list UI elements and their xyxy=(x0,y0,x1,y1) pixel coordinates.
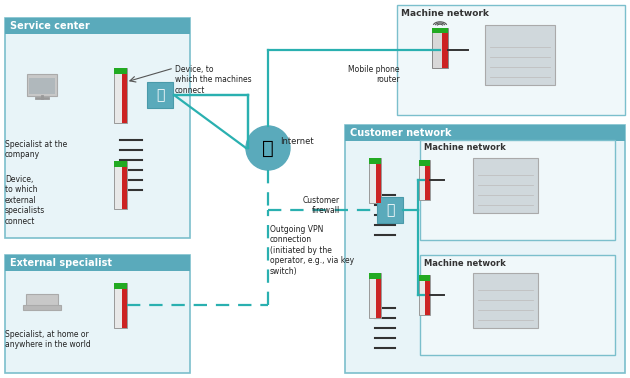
FancyBboxPatch shape xyxy=(5,18,190,238)
Text: 🔥: 🔥 xyxy=(386,203,394,217)
FancyBboxPatch shape xyxy=(113,68,127,73)
FancyBboxPatch shape xyxy=(122,282,127,327)
Text: Device, to
which the machines
connect: Device, to which the machines connect xyxy=(175,65,251,95)
FancyBboxPatch shape xyxy=(432,28,448,68)
FancyBboxPatch shape xyxy=(472,158,537,212)
Text: 🌐: 🌐 xyxy=(262,138,274,158)
FancyBboxPatch shape xyxy=(23,305,61,310)
FancyBboxPatch shape xyxy=(113,282,127,327)
Circle shape xyxy=(246,126,290,170)
Text: Device,
to which
external
specialists
connect: Device, to which external specialists co… xyxy=(5,175,45,226)
FancyBboxPatch shape xyxy=(420,140,615,240)
FancyBboxPatch shape xyxy=(369,158,381,164)
FancyBboxPatch shape xyxy=(425,160,430,200)
Text: Machine network: Machine network xyxy=(424,259,506,268)
Text: Customer network: Customer network xyxy=(350,128,452,138)
FancyBboxPatch shape xyxy=(418,160,430,200)
Text: External specialist: External specialist xyxy=(10,258,112,268)
FancyBboxPatch shape xyxy=(5,18,190,34)
FancyBboxPatch shape xyxy=(113,161,127,209)
FancyBboxPatch shape xyxy=(113,68,127,122)
FancyBboxPatch shape xyxy=(425,275,430,315)
FancyBboxPatch shape xyxy=(5,255,190,271)
Text: Mobile phone
router: Mobile phone router xyxy=(348,65,400,84)
FancyBboxPatch shape xyxy=(418,275,430,281)
FancyBboxPatch shape xyxy=(377,197,403,223)
FancyBboxPatch shape xyxy=(345,125,625,373)
FancyBboxPatch shape xyxy=(377,273,381,318)
Text: Specialist at the
company: Specialist at the company xyxy=(5,140,67,160)
FancyBboxPatch shape xyxy=(113,161,127,167)
FancyBboxPatch shape xyxy=(397,5,625,115)
Text: Machine network: Machine network xyxy=(401,8,489,17)
FancyBboxPatch shape xyxy=(472,273,537,327)
FancyBboxPatch shape xyxy=(442,28,448,68)
FancyBboxPatch shape xyxy=(418,160,430,166)
FancyBboxPatch shape xyxy=(147,82,173,108)
FancyBboxPatch shape xyxy=(420,255,615,355)
FancyBboxPatch shape xyxy=(122,68,127,122)
FancyBboxPatch shape xyxy=(485,25,555,85)
FancyBboxPatch shape xyxy=(369,273,381,318)
FancyBboxPatch shape xyxy=(345,125,625,141)
FancyBboxPatch shape xyxy=(122,161,127,209)
Text: Machine network: Machine network xyxy=(424,144,506,152)
FancyBboxPatch shape xyxy=(377,158,381,203)
FancyBboxPatch shape xyxy=(5,255,190,373)
FancyBboxPatch shape xyxy=(27,74,57,96)
FancyBboxPatch shape xyxy=(26,294,58,308)
Text: Specialist, at home or
anywhere in the world: Specialist, at home or anywhere in the w… xyxy=(5,330,91,349)
Text: Internet: Internet xyxy=(280,137,314,146)
FancyBboxPatch shape xyxy=(369,158,381,203)
Text: Service center: Service center xyxy=(10,21,89,31)
FancyBboxPatch shape xyxy=(369,273,381,279)
Text: 🔥: 🔥 xyxy=(156,88,164,102)
FancyBboxPatch shape xyxy=(432,28,448,33)
Text: Customer
firewall: Customer firewall xyxy=(303,196,340,215)
FancyBboxPatch shape xyxy=(113,282,127,288)
FancyBboxPatch shape xyxy=(418,275,430,315)
FancyBboxPatch shape xyxy=(29,78,55,94)
Text: Outgoing VPN
connection
(initiated by the
operator, e.g., via key
switch): Outgoing VPN connection (initiated by th… xyxy=(270,225,354,276)
